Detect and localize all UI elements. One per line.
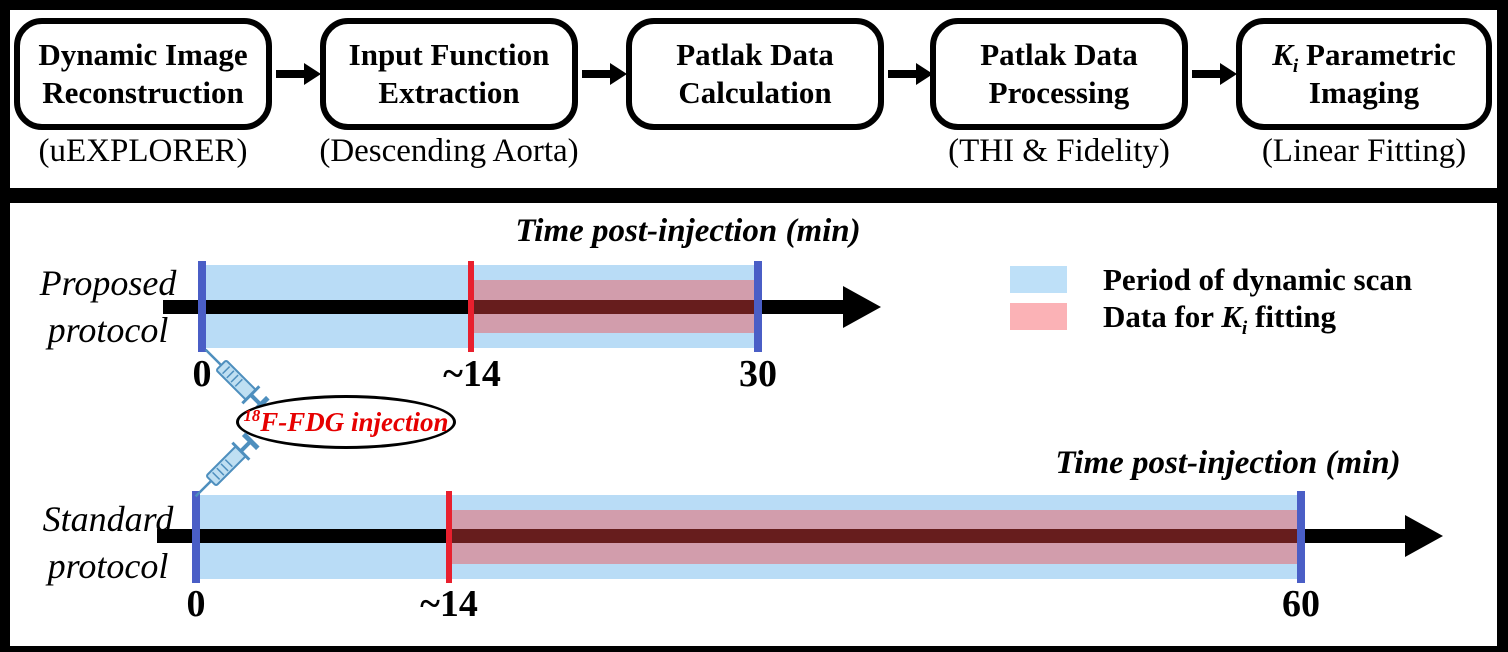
standard-axis-arrowhead-icon (1405, 515, 1443, 557)
step-title-line1: Dynamic Image (38, 37, 248, 73)
proposed-ki-fitting-band (470, 280, 758, 333)
flow-arrow-icon (1192, 63, 1237, 85)
flow-step-input-function-extraction: Input Function Extraction (320, 18, 578, 130)
proposed-tick-label-14: ~14 (443, 353, 501, 395)
step-title-line1: Ki Parametric (1272, 37, 1456, 78)
arrow-head-icon (610, 63, 627, 85)
arrow-shaft (1192, 70, 1220, 78)
flow-step-dynamic-image-reconstruction: Dynamic Image Reconstruction (14, 18, 272, 130)
step-caption-descending-aorta: (Descending Aorta) (319, 133, 579, 169)
step-title-line2: Reconstruction (42, 75, 244, 110)
injection-callout: 18F-FDG injection (236, 395, 456, 449)
flow-step-patlak-data-calculation: Patlak Data Calculation (626, 18, 884, 130)
standard-tick-14min (446, 491, 452, 583)
standard-tick-start (192, 491, 200, 583)
standard-tick-end (1297, 491, 1305, 583)
proposed-tick-end (754, 261, 762, 352)
legend-label-dynamic-scan: Period of dynamic scan (1103, 262, 1413, 297)
standard-time-axis (157, 529, 1405, 543)
syringe-icon (204, 348, 270, 414)
proposed-time-axis (163, 300, 843, 314)
legend-swatch-dynamic-scan (1010, 266, 1067, 293)
arrow-shaft (888, 70, 916, 78)
step-title-line1: Patlak Data (676, 37, 834, 73)
step-title-line1: Patlak Data (980, 37, 1138, 73)
step-title-line2: Calculation (678, 75, 832, 110)
proposed-protocol-label: Proposed protocol (39, 263, 177, 350)
legend-swatch-ki-fitting (1010, 303, 1067, 330)
arrow-head-icon (304, 63, 321, 85)
step-title-line1: Input Function (348, 37, 550, 73)
arrow-head-icon (1220, 63, 1237, 85)
standard-tick-label-0: 0 (186, 583, 206, 625)
proposed-axis-arrowhead-icon (843, 286, 881, 328)
legend-label-ki-fitting: Data for Ki fitting (1103, 299, 1336, 340)
flow-step-patlak-data-processing: Patlak Data Processing (930, 18, 1188, 130)
flow-step-ki-parametric-imaging: Ki Parametric Imaging (1236, 18, 1492, 130)
proposed-tick-label-0: 0 (192, 353, 212, 395)
syringe-icon (194, 432, 260, 498)
axis-title-standard: Time post-injection (min) (1055, 445, 1401, 481)
standard-protocol-label: Standard protocol (42, 499, 174, 586)
step-title-line2: Extraction (378, 75, 520, 110)
standard-tick-label-60: 60 (1282, 583, 1320, 625)
arrow-shaft (276, 70, 304, 78)
step-caption-thi-fidelity: (THI & Fidelity) (948, 133, 1170, 169)
standard-tick-label-14: ~14 (420, 583, 478, 625)
step-caption-uexplorer: (uEXPLORER) (38, 133, 248, 169)
flow-arrow-icon (582, 63, 627, 85)
axis-title-proposed: Time post-injection (min) (515, 213, 861, 249)
injection-label: 18F-FDG injection (243, 405, 449, 437)
proposed-tick-start (198, 261, 206, 352)
step-caption-linear-fitting: (Linear Fitting) (1261, 133, 1467, 169)
arrow-head-icon (916, 63, 933, 85)
step-title-line2: Imaging (1308, 75, 1420, 110)
proposed-tick-label-30: 30 (739, 353, 777, 395)
flow-arrow-icon (888, 63, 933, 85)
proposed-tick-14min (468, 261, 474, 352)
standard-ki-fitting-band (448, 510, 1302, 564)
arrow-shaft (582, 70, 610, 78)
step-title-line2: Processing (988, 75, 1130, 110)
flow-arrow-icon (276, 63, 321, 85)
